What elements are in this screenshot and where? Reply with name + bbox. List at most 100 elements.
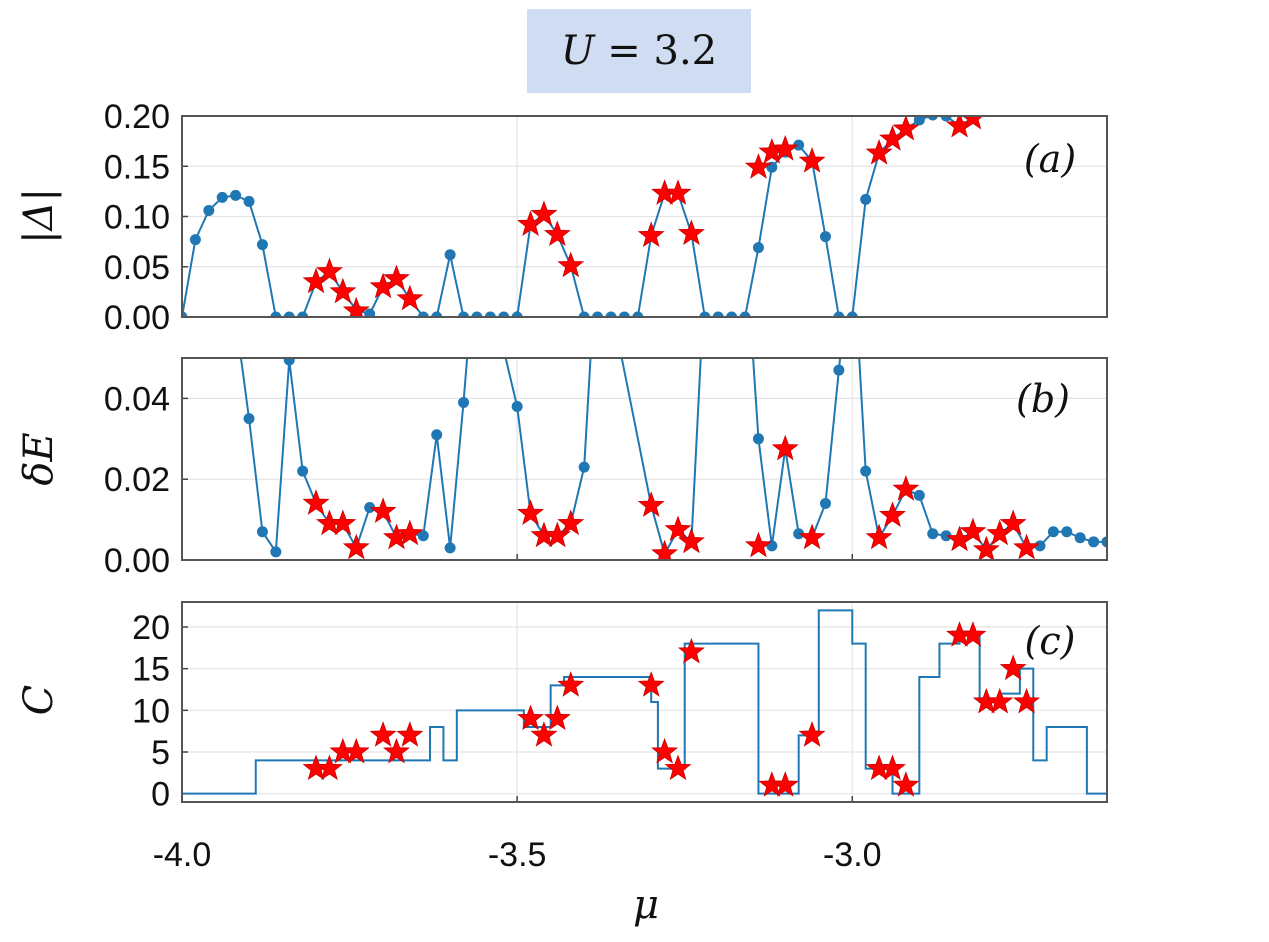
panel-a: 0.00 0.05 0.10 0.15 0.20 (a) |Δ| [16,98,1108,337]
y-axis-label: |Δ| [16,188,62,244]
star-marker [369,721,397,747]
y-tick-label: 0.00 [104,542,170,580]
data-point [632,311,644,317]
data-point [297,311,309,317]
data-point [860,193,872,205]
y-tick-label: 0.00 [104,299,170,337]
data-point [471,231,482,242]
data-point [444,249,456,261]
data-point [364,308,376,317]
x-tick-label: -4.0 [153,836,212,874]
y-tick-label: 15 [132,651,170,689]
x-axis-label: μ [633,882,659,928]
data-point [417,530,429,542]
data-point [819,231,831,243]
data-point [270,546,282,558]
data-point [913,489,925,501]
star-marker [959,621,987,647]
data-point [940,116,952,122]
data-point [283,358,295,366]
star-marker [637,671,665,697]
star-marker [771,135,799,161]
star-marker [557,509,585,536]
data-point [364,501,376,513]
star-marker [517,499,545,525]
star-marker [543,704,571,731]
data-point [846,311,858,317]
star-marker [637,221,665,248]
data-point [1101,536,1107,548]
data-layer [182,609,1107,797]
star-marker [986,687,1014,714]
star-marker [651,737,679,764]
data-point [699,272,710,283]
star-marker [798,147,826,173]
data-point [471,311,483,317]
star-marker [342,737,370,764]
data-point [752,242,764,254]
data-point [913,116,925,126]
data-point [444,542,456,554]
data-point [498,311,510,317]
star-marker [771,434,799,461]
data-point [712,311,724,317]
star-marker [396,721,424,747]
data-point [189,234,201,246]
data-point [431,429,443,441]
title-box: U = 3.2 [527,9,751,93]
star-marker [972,535,1000,560]
star-marker [879,754,906,781]
y-tick-label: 0 [151,776,170,814]
data-point [243,413,255,425]
panel-label: (b) [1016,377,1070,421]
star-marker [517,704,545,731]
panel-label: (c) [1025,619,1076,663]
data-point [182,311,188,317]
plot-frame [181,601,1108,803]
star-marker [798,721,826,747]
star-marker [677,637,705,664]
data-point [605,311,617,317]
y-tick-label: 0.04 [104,380,170,418]
star-marker [664,179,692,205]
star-marker [396,284,424,311]
star-marker [999,509,1027,536]
star-marker [530,721,558,747]
star-marker [962,116,984,130]
data-point [592,231,603,242]
star-marker [1013,533,1041,560]
data-point [511,400,523,412]
data-point [927,528,939,540]
data-point [833,311,845,317]
star-marker [959,517,987,544]
data-point [1061,526,1073,538]
star-marker [999,654,1027,681]
data-point [793,139,805,151]
data-point [819,497,831,509]
y-tick-label: 0.05 [104,249,170,287]
data-point [230,189,242,201]
x-tick-label: -3.5 [488,836,547,874]
data-point [458,396,470,408]
data-point [578,461,590,473]
star-marker [892,475,920,501]
star-marker [369,497,397,523]
data-point [699,311,711,317]
star-marker [530,200,558,226]
star-marker [383,737,410,764]
data-point [578,311,590,317]
star-marker [677,219,705,246]
star-marker [315,754,343,781]
data-point [203,204,215,216]
star-marker [543,220,571,247]
star-marker [396,519,424,546]
panel-b: 0.00 0.02 0.04 (b) δE [16,231,1108,580]
star-marker [798,523,826,550]
data-point [484,311,496,317]
y-tick-label: 0.15 [104,148,170,186]
y-tick-label: 0.02 [104,461,170,499]
star-marker [677,527,705,554]
step-line [182,609,1107,795]
y-tick-label: 5 [151,734,170,772]
star-marker [329,509,357,536]
